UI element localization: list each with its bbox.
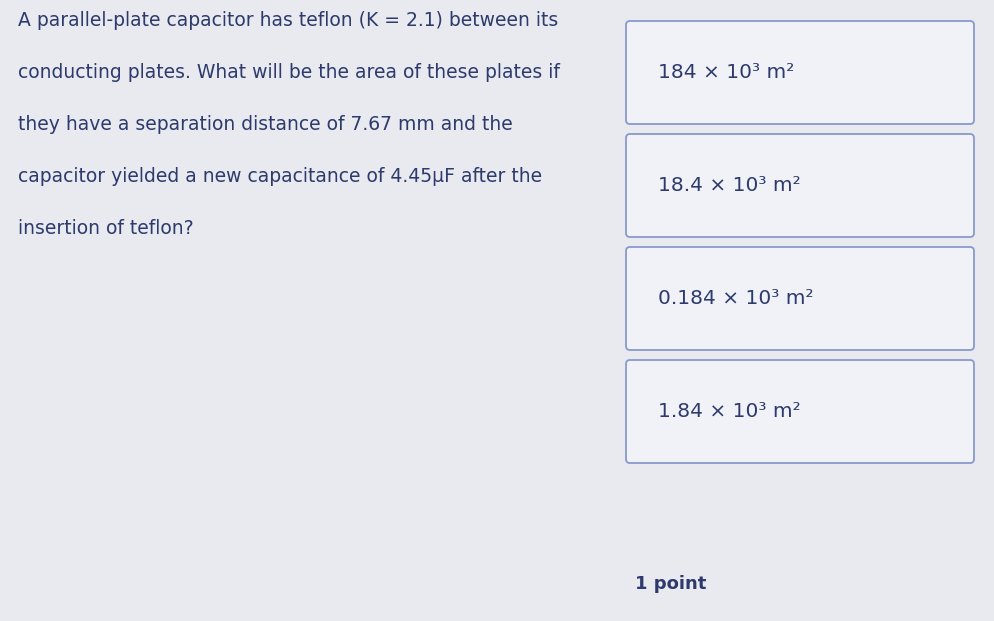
Text: capacitor yielded a new capacitance of 4.45μF after the: capacitor yielded a new capacitance of 4… — [18, 167, 542, 186]
Text: 1 point: 1 point — [634, 575, 706, 593]
Text: A parallel-plate capacitor has teflon (K = 2.1) between its: A parallel-plate capacitor has teflon (K… — [18, 11, 558, 30]
FancyBboxPatch shape — [625, 247, 973, 350]
Text: they have a separation distance of 7.67 mm and the: they have a separation distance of 7.67 … — [18, 115, 512, 134]
Text: conducting plates. What will be the area of these plates if: conducting plates. What will be the area… — [18, 63, 560, 82]
Text: 184 × 10³ m²: 184 × 10³ m² — [657, 63, 793, 82]
FancyBboxPatch shape — [625, 360, 973, 463]
Text: 0.184 × 10³ m²: 0.184 × 10³ m² — [657, 289, 813, 308]
FancyBboxPatch shape — [625, 134, 973, 237]
Text: insertion of teflon?: insertion of teflon? — [18, 219, 194, 238]
FancyBboxPatch shape — [625, 21, 973, 124]
Text: 1.84 × 10³ m²: 1.84 × 10³ m² — [657, 402, 800, 421]
Text: 18.4 × 10³ m²: 18.4 × 10³ m² — [657, 176, 800, 195]
